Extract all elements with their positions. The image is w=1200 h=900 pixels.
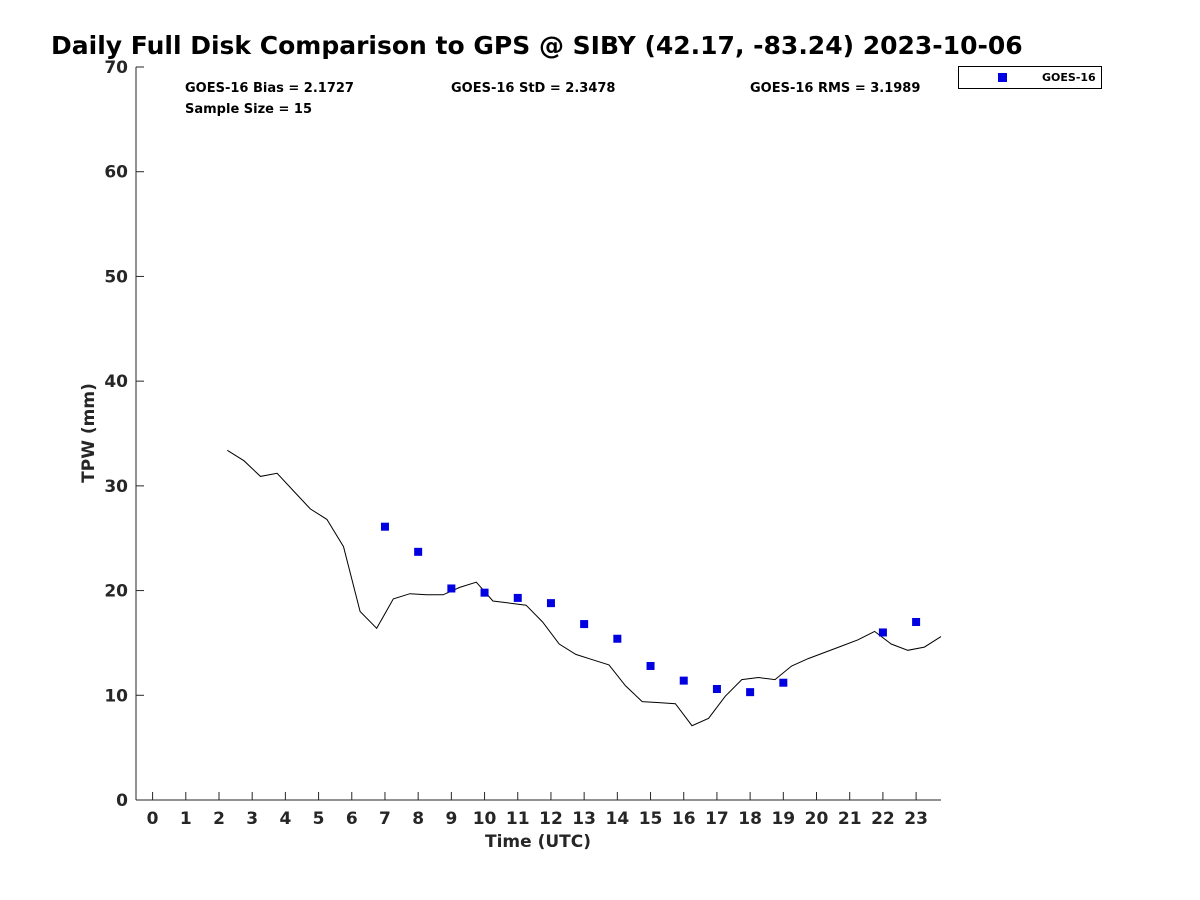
- goes16-point: [580, 620, 589, 629]
- x-tick-label: 23: [904, 809, 928, 829]
- goes16-point: [712, 685, 721, 694]
- x-tick-label: 4: [279, 809, 291, 829]
- stat-rms: GOES-16 RMS = 3.1989: [750, 81, 920, 96]
- goes16-point: [447, 584, 456, 593]
- chart-title: Daily Full Disk Comparison to GPS @ SIBY…: [51, 31, 1023, 60]
- stat-std: GOES-16 StD = 2.3478: [451, 81, 615, 96]
- x-tick-label: 12: [539, 809, 563, 829]
- y-tick-label: 40: [104, 372, 128, 392]
- y-tick-label: 70: [104, 58, 128, 78]
- x-axis-label: Time (UTC): [485, 832, 591, 852]
- gps-line-group: [227, 449, 942, 727]
- goes16-point: [912, 617, 921, 626]
- goes16-point: [878, 628, 887, 637]
- x-tick-label: 10: [473, 809, 497, 829]
- y-axis-label: TPW (mm): [79, 383, 99, 483]
- goes16-point: [414, 547, 423, 556]
- goes16-point: [779, 678, 788, 687]
- x-tick-label: 11: [506, 809, 530, 829]
- gps-series-line: [227, 449, 942, 727]
- y-tick-label: 60: [104, 163, 128, 183]
- x-tick-label: 6: [346, 809, 358, 829]
- goes16-points-group: [380, 522, 921, 697]
- goes16-point: [746, 688, 755, 697]
- x-tick-label: 22: [871, 809, 895, 829]
- x-tick-label: 5: [313, 809, 325, 829]
- x-tick-label: 3: [246, 809, 258, 829]
- legend-box: [958, 66, 1102, 89]
- x-tick-label: 0: [147, 809, 159, 829]
- goes16-point: [380, 522, 389, 531]
- legend-label-goes16: GOES-16: [1042, 71, 1096, 84]
- x-tick-label: 8: [412, 809, 424, 829]
- y-tick-label: 50: [104, 267, 128, 287]
- x-tick-label: 19: [771, 809, 795, 829]
- y-tick-label: 20: [104, 582, 128, 602]
- x-tick-label: 20: [805, 809, 829, 829]
- x-tick-label: 17: [705, 809, 729, 829]
- x-tick-label: 16: [672, 809, 696, 829]
- x-tick-label: 15: [639, 809, 663, 829]
- y-tick-label: 0: [116, 791, 128, 811]
- y-tick-label: 10: [104, 686, 128, 706]
- legend-marker-goes16: [998, 73, 1007, 82]
- x-tick-label: 21: [838, 809, 862, 829]
- legend: GOES-16: [958, 66, 1102, 89]
- x-tick-label: 9: [445, 809, 457, 829]
- stat-sample-size: Sample Size = 15: [185, 102, 312, 117]
- x-tick-label: 1: [180, 809, 192, 829]
- x-tick-label: 18: [738, 809, 762, 829]
- goes16-point: [613, 634, 622, 643]
- goes16-point: [480, 588, 489, 597]
- x-tick-label: 14: [606, 809, 630, 829]
- goes16-point: [513, 593, 522, 602]
- stat-bias: GOES-16 Bias = 2.1727: [185, 81, 354, 96]
- goes16-point: [646, 661, 655, 670]
- x-tick-label: 13: [572, 809, 596, 829]
- x-tick-label: 2: [213, 809, 225, 829]
- x-tick-label: 7: [379, 809, 391, 829]
- y-tick-label: 30: [104, 477, 128, 497]
- goes16-point: [546, 599, 555, 608]
- goes16-point: [679, 676, 688, 685]
